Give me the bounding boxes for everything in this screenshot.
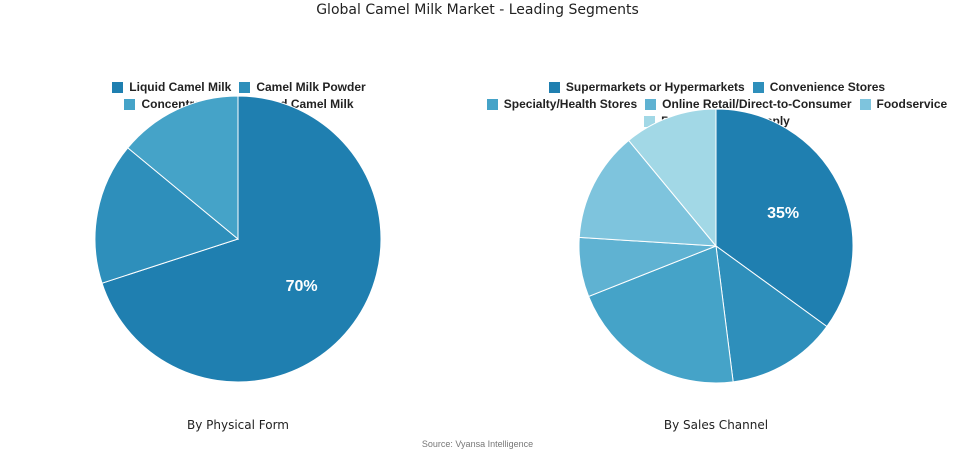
legend-swatch: [548, 81, 560, 93]
pie-slice: [101, 95, 382, 383]
legend-item: Foodservice: [859, 97, 948, 111]
subtitle-sales-channel: By Sales Channel: [663, 418, 769, 432]
chart-title: Global Camel Milk Market - Leading Segme…: [316, 2, 639, 18]
legend-label: Foodservice: [876, 97, 948, 111]
legend-label: Convenience Stores: [769, 80, 886, 94]
legend-label: Supermarkets or Hypermarkets: [565, 80, 745, 94]
pie-slice: [715, 108, 854, 328]
pie-slice: [587, 245, 734, 384]
pie-slice: [94, 147, 240, 284]
legend-item: Specialty/Health Stores: [486, 97, 638, 111]
legend-swatch: [859, 98, 871, 110]
legend-item: Convenience Stores: [752, 80, 886, 94]
legend-item: Liquid Camel Milk: [112, 80, 231, 94]
legend-item: Supermarkets or Hypermarkets: [548, 80, 745, 94]
legend-swatch: [239, 81, 251, 93]
legend-swatch: [112, 81, 124, 93]
legend-swatch: [752, 81, 764, 93]
pie-slice: [127, 95, 239, 241]
legend-swatch: [645, 98, 657, 110]
legend-item: Camel Milk Powder: [239, 80, 366, 94]
pie-slice: [578, 139, 718, 247]
data-label: 35%: [767, 205, 799, 222]
pie-slice: [715, 244, 828, 383]
legend-label: Online Retail/Direct-to-Consumer: [662, 97, 852, 111]
legend-swatch: [124, 98, 136, 110]
legend-swatch: [486, 98, 498, 110]
data-label: 70%: [286, 278, 318, 295]
legend-item: Online Retail/Direct-to-Consumer: [645, 97, 852, 111]
legend-label: Liquid Camel Milk: [129, 80, 232, 94]
legend-swatch: [644, 115, 656, 127]
subtitle-physical-form: By Physical Form: [186, 418, 289, 432]
legend-label: Camel Milk Powder: [256, 80, 366, 94]
legend-label: Specialty/Health Stores: [503, 97, 638, 111]
source-note: Source: Vyansa Intelligence: [421, 439, 534, 449]
pie-slice: [627, 108, 717, 248]
